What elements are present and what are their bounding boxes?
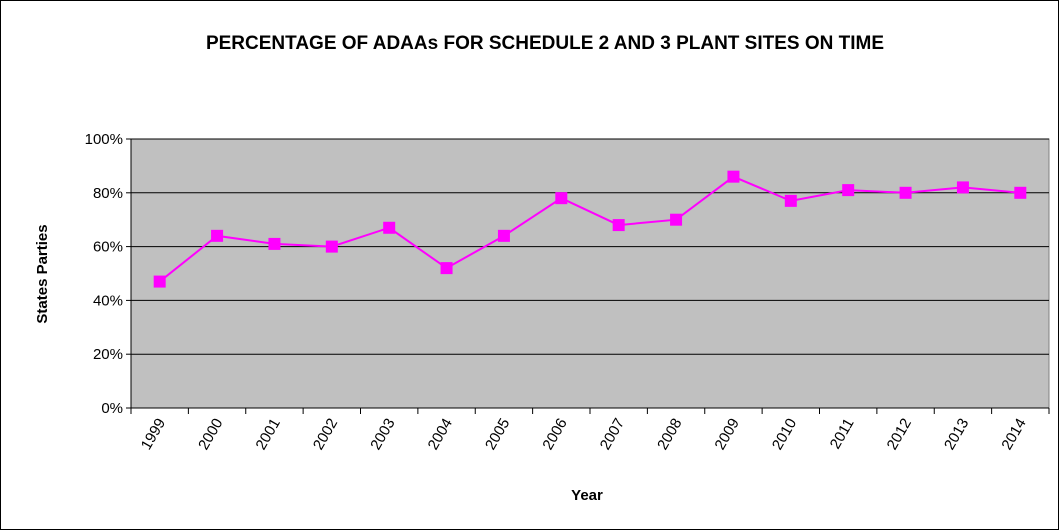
data-point (153, 275, 166, 288)
y-tick-label: 100% (85, 131, 123, 148)
data-point (325, 240, 338, 253)
data-point (727, 170, 740, 183)
data-point (440, 262, 453, 275)
data-point (956, 181, 969, 194)
data-point (1014, 186, 1027, 199)
chart-title: PERCENTAGE OF ADAAs FOR SCHEDULE 2 AND 3… (205, 33, 885, 54)
x-axis-label: Year (571, 487, 603, 504)
data-point (268, 237, 281, 250)
y-tick-label: 60% (93, 239, 123, 256)
data-point (784, 194, 797, 207)
data-point (899, 186, 912, 199)
data-point (670, 213, 683, 226)
y-tick-label: 80% (93, 185, 123, 202)
y-axis-label: States Parties (34, 224, 51, 323)
data-point (211, 229, 224, 242)
data-point (383, 221, 396, 234)
data-line (159, 175, 1021, 283)
y-tick-label: 20% (93, 346, 123, 363)
y-tick-label: 40% (93, 292, 123, 309)
data-point (612, 219, 625, 232)
data-point (497, 229, 510, 242)
plot-area (130, 138, 1050, 409)
data-point (842, 184, 855, 197)
y-tick-label: 0% (101, 400, 123, 417)
data-point (555, 192, 568, 205)
